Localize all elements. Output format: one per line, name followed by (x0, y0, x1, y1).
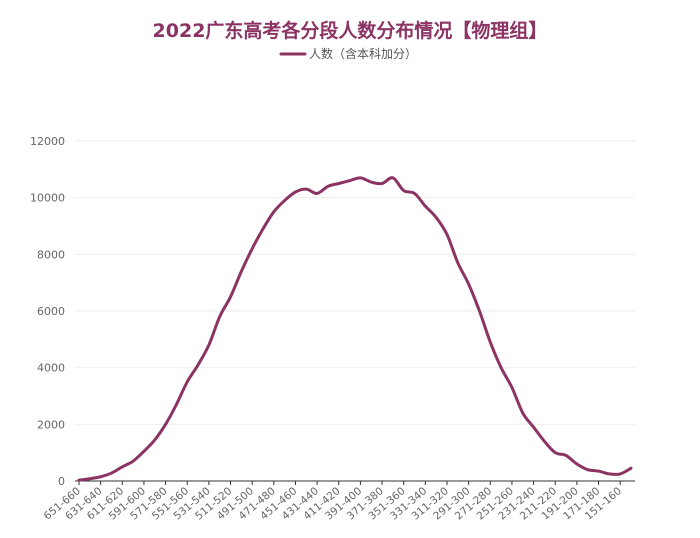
data-point[interactable] (261, 227, 265, 231)
data-point[interactable] (99, 475, 102, 478)
data-point[interactable] (532, 425, 535, 429)
data-point[interactable] (467, 282, 470, 286)
data-point[interactable] (337, 182, 340, 185)
data-point[interactable] (575, 462, 579, 466)
data-point[interactable] (445, 233, 449, 236)
data-point[interactable] (250, 247, 254, 250)
y-tick-label: 0 (58, 475, 65, 488)
data-point[interactable] (413, 192, 416, 195)
data-point[interactable] (110, 471, 113, 475)
data-point[interactable] (88, 477, 92, 480)
y-tick-label: 2000 (37, 418, 65, 431)
data-point[interactable] (283, 199, 286, 202)
y-tick-label: 12000 (30, 135, 65, 148)
data-point[interactable] (272, 210, 276, 214)
data-point[interactable] (478, 309, 481, 313)
legend-series-label: 人数（含本科加分） (309, 46, 417, 61)
data-point[interactable] (305, 187, 308, 191)
y-tick-label: 4000 (37, 362, 65, 375)
data-point[interactable] (186, 380, 189, 384)
data-point[interactable] (77, 478, 81, 482)
data-point[interactable] (391, 176, 395, 180)
data-point[interactable] (586, 468, 589, 471)
y-tick-label: 6000 (37, 305, 65, 318)
x-axis-ticks: 651-660631-640611-620591-600571-580551-5… (42, 481, 624, 523)
data-point[interactable] (240, 270, 243, 273)
data-point[interactable] (207, 343, 211, 347)
y-tick-label: 10000 (30, 192, 65, 205)
data-point[interactable] (424, 204, 427, 208)
chart-title: 2022广东高考各分段人数分布情况【物理组】 (153, 19, 548, 42)
data-point[interactable] (380, 182, 384, 185)
data-point[interactable] (315, 192, 319, 195)
y-gridlines (75, 140, 635, 425)
data-point[interactable] (175, 403, 178, 406)
data-point[interactable] (499, 366, 503, 369)
data-point[interactable] (489, 340, 492, 344)
series-points (77, 176, 633, 482)
data-point[interactable] (564, 454, 568, 457)
data-point[interactable] (554, 451, 557, 454)
data-point[interactable] (131, 459, 135, 463)
data-point[interactable] (229, 295, 232, 299)
data-point[interactable] (348, 179, 351, 182)
series-line-students (77, 176, 633, 482)
data-point[interactable] (359, 176, 362, 180)
data-point[interactable] (164, 423, 167, 426)
data-point[interactable] (543, 440, 546, 443)
data-point[interactable] (142, 450, 146, 453)
data-point[interactable] (618, 472, 622, 476)
data-point[interactable] (370, 180, 373, 184)
y-tick-label: 8000 (37, 248, 65, 261)
legend[interactable]: 人数（含本科加分） (279, 46, 417, 61)
data-point[interactable] (121, 465, 124, 469)
data-point[interactable] (326, 185, 330, 188)
data-point[interactable] (434, 216, 438, 219)
y-axis-ticks: 0 2000 4000 6000 8000 10000 12000 (30, 135, 65, 488)
data-point[interactable] (402, 189, 405, 192)
data-point[interactable] (196, 363, 200, 367)
data-point[interactable] (153, 438, 156, 442)
data-point[interactable] (608, 472, 611, 476)
data-point[interactable] (597, 469, 600, 473)
data-point[interactable] (294, 190, 297, 194)
data-point[interactable] (629, 467, 633, 470)
data-point[interactable] (521, 411, 524, 415)
data-point[interactable] (510, 386, 514, 389)
data-point[interactable] (218, 315, 221, 318)
data-point[interactable] (456, 261, 460, 265)
